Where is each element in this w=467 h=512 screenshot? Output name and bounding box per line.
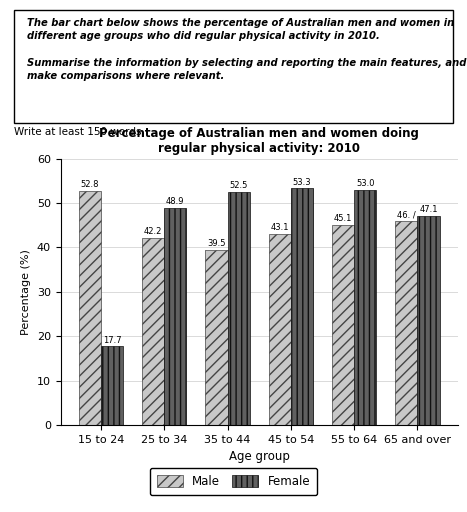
Bar	[417, 216, 439, 425]
Text: 53.0: 53.0	[356, 179, 375, 188]
Text: 42.2: 42.2	[144, 227, 163, 236]
Bar	[164, 208, 186, 425]
Text: 52.5: 52.5	[229, 181, 248, 190]
Text: 53.3: 53.3	[293, 178, 311, 187]
Text: 43.1: 43.1	[270, 223, 289, 232]
Text: 46. /: 46. /	[397, 210, 416, 219]
Text: 39.5: 39.5	[207, 239, 226, 248]
FancyBboxPatch shape	[14, 10, 453, 123]
Text: 52.8: 52.8	[81, 180, 99, 189]
Bar	[395, 221, 417, 425]
Legend: Male, Female: Male, Female	[150, 467, 317, 495]
Bar	[291, 188, 313, 425]
Bar	[332, 225, 354, 425]
Bar	[269, 233, 291, 425]
Bar	[205, 250, 227, 425]
Bar	[354, 190, 376, 425]
Text: 45.1: 45.1	[334, 214, 352, 223]
Bar	[142, 238, 164, 425]
X-axis label: Age group: Age group	[229, 450, 290, 463]
Text: 17.7: 17.7	[103, 336, 121, 345]
Text: 47.1: 47.1	[419, 205, 438, 214]
Text: Write at least 150 words.: Write at least 150 words.	[14, 127, 145, 138]
Bar	[227, 192, 250, 425]
Bar	[101, 347, 123, 425]
Text: 48.9: 48.9	[166, 197, 184, 206]
Title: Percentage of Australian men and women doing
regular physical activity: 2010: Percentage of Australian men and women d…	[99, 127, 419, 155]
Text: The bar chart below shows the percentage of Australian men and women in
differen: The bar chart below shows the percentage…	[27, 18, 467, 81]
Bar	[79, 190, 101, 425]
Y-axis label: Percentage (%): Percentage (%)	[21, 249, 31, 335]
